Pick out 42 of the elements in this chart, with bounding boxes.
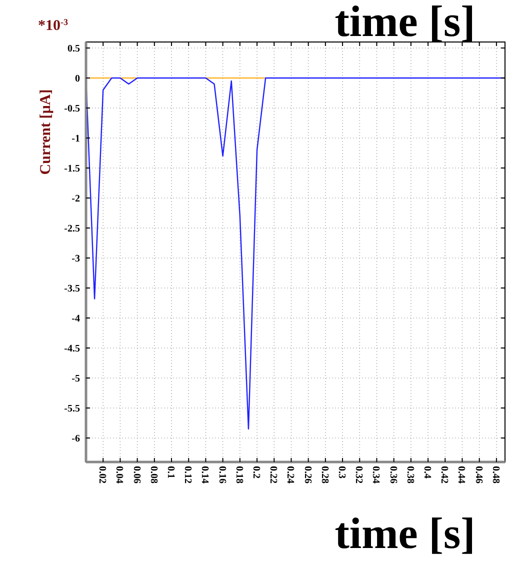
x-tick-label: 0.22 — [268, 466, 279, 484]
x-tick-label: 0.26 — [302, 466, 313, 484]
x-tick-label: 0.2 — [250, 466, 262, 478]
x-tick-label: 0.38 — [404, 466, 416, 484]
y-tick-label: 0.5 — [68, 44, 80, 54]
y-tick-label: -4.5 — [64, 344, 80, 354]
x-tick-label: 0.12 — [182, 466, 194, 484]
y-axis-title: Current [µA] — [38, 89, 54, 175]
y-tick-label: -1 — [72, 134, 80, 144]
y-tick-label: -5.5 — [64, 404, 80, 414]
y-tick-label: -3.5 — [64, 284, 80, 294]
x-tick-label: 0.32 — [353, 466, 364, 484]
y-tick-label: -5 — [72, 374, 80, 384]
x-tick-label: 0.28 — [318, 466, 330, 484]
y-tick-label: 0 — [75, 74, 80, 84]
annotation: time [s] — [334, 0, 476, 46]
x-tick-label: 0.42 — [438, 466, 450, 484]
x-tick-label: 0.04 — [114, 466, 125, 484]
x-tick-label: 0.44 — [456, 466, 467, 484]
text: *10$^{-3}$ — [38, 17, 68, 34]
x-tick-label: 0.14 — [199, 466, 210, 484]
x-tick-label: 0.4 — [422, 466, 433, 478]
x-tick-label: 0.46 — [472, 466, 484, 484]
y-tick-label: -4 — [72, 314, 80, 324]
x-tick-label: 0.3 — [336, 466, 348, 478]
x-tick-label: 0.02 — [96, 466, 108, 484]
y-tick-label: -3 — [72, 254, 80, 264]
x-tick-label: 0.16 — [216, 466, 228, 484]
x-tick-label: 0.36 — [387, 466, 398, 484]
y-tick-label: -2 — [72, 194, 80, 204]
y-tick-label: -1.5 — [64, 164, 80, 174]
x-tick-label: 0.24 — [284, 466, 296, 484]
x-tick-label: 0.08 — [148, 466, 159, 484]
x-tick-label: 0.34 — [370, 466, 382, 484]
y-tick-label: -6 — [72, 434, 80, 444]
x-axis-title: time [s] — [334, 509, 476, 558]
y-tick-label: -2.5 — [64, 224, 80, 234]
x-tick-label: 0.48 — [490, 466, 501, 484]
x-tick-label: 0.18 — [233, 466, 244, 484]
x-tick-label: 0.06 — [130, 466, 142, 484]
y-tick-label: -0.5 — [64, 104, 80, 114]
x-tick-label: 0.1 — [165, 466, 176, 478]
